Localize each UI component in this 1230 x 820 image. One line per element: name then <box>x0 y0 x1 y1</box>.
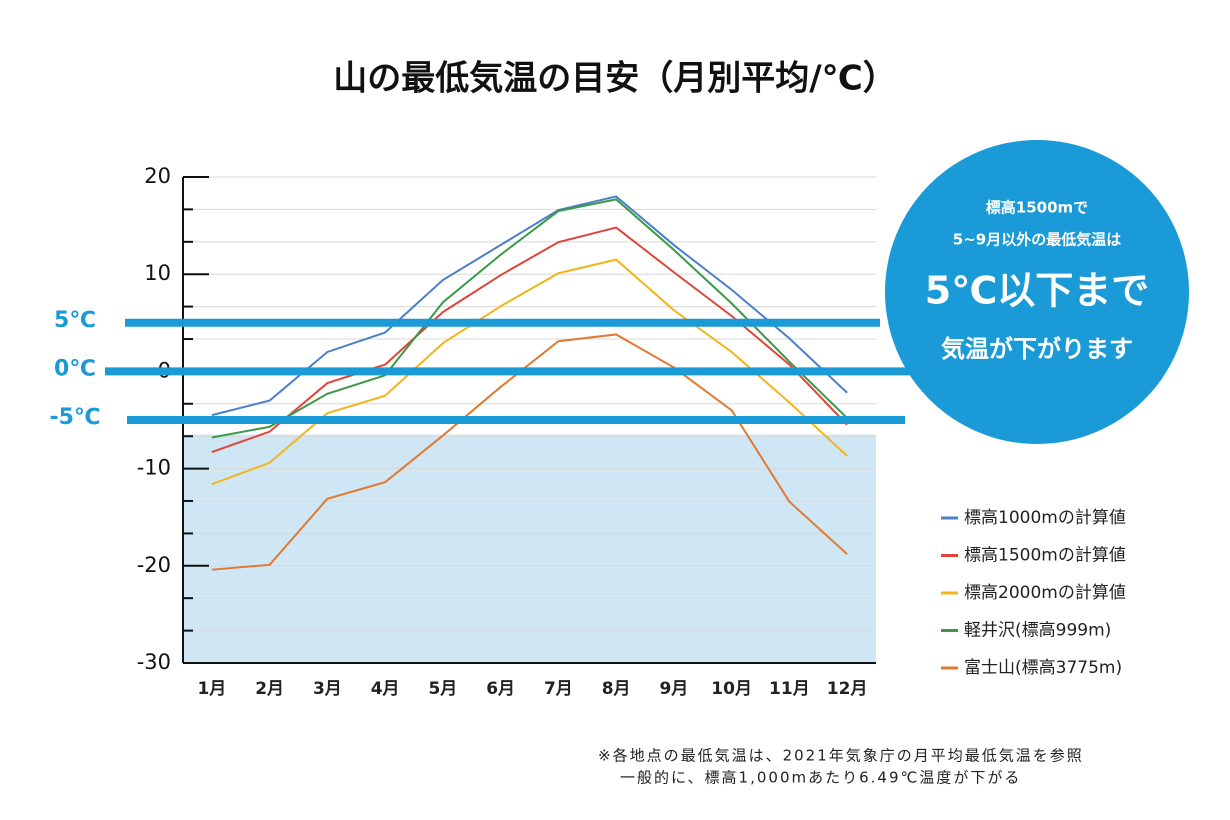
legend-label: 標高2000mの計算値 <box>964 583 1126 603</box>
x-tick-label: 5月 <box>428 679 457 699</box>
legend-label: 軽井沢(標高999m) <box>964 621 1111 641</box>
y-tick-label: -10 <box>137 456 171 480</box>
callout-text: 5~9月以外の最低気温は <box>953 231 1121 249</box>
x-tick-label: 4月 <box>371 679 400 699</box>
reference-label: 5℃ <box>54 308 96 333</box>
footnote: 一般的に、標高1,000mあたり6.49℃温度が下がる <box>620 769 1021 787</box>
x-tick-label: 6月 <box>486 679 515 699</box>
chart-title: 山の最低気温の目安（月別平均/℃） <box>333 59 897 99</box>
x-tick-label: 3月 <box>313 679 342 699</box>
series-line <box>211 195 848 417</box>
y-tick-label: -20 <box>137 553 171 577</box>
x-tick-label: 10月 <box>711 679 752 699</box>
legend-label: 標高1000mの計算値 <box>964 508 1126 528</box>
legend-label: 標高1500mの計算値 <box>964 546 1126 566</box>
series-line <box>211 333 848 571</box>
x-tick-label: 11月 <box>769 679 810 699</box>
reference-label: 0℃ <box>54 356 96 381</box>
series-line <box>211 198 848 439</box>
x-tick-label: 2月 <box>255 679 284 699</box>
y-tick-label: -30 <box>137 650 171 674</box>
legend-label: 富士山(標高3775m) <box>964 658 1122 678</box>
x-tick-label: 7月 <box>544 679 573 699</box>
y-tick-label: 10 <box>144 261 171 285</box>
y-tick-label: 20 <box>144 164 171 188</box>
callout-text: 標高1500mで <box>986 199 1088 217</box>
callout-bubble <box>885 140 1189 444</box>
cold-zone <box>183 434 876 663</box>
callout-text: 5℃以下まで <box>925 269 1149 313</box>
callout-text: 気温が下がります <box>941 335 1133 363</box>
x-tick-label: 8月 <box>602 679 631 699</box>
footnote: ※各地点の最低気温は、2021年気象庁の月平均最低気温を参照 <box>598 747 1084 765</box>
x-tick-label: 1月 <box>197 679 226 699</box>
reference-label: -5℃ <box>49 405 100 430</box>
x-tick-label: 12月 <box>827 679 868 699</box>
x-tick-label: 9月 <box>659 679 688 699</box>
